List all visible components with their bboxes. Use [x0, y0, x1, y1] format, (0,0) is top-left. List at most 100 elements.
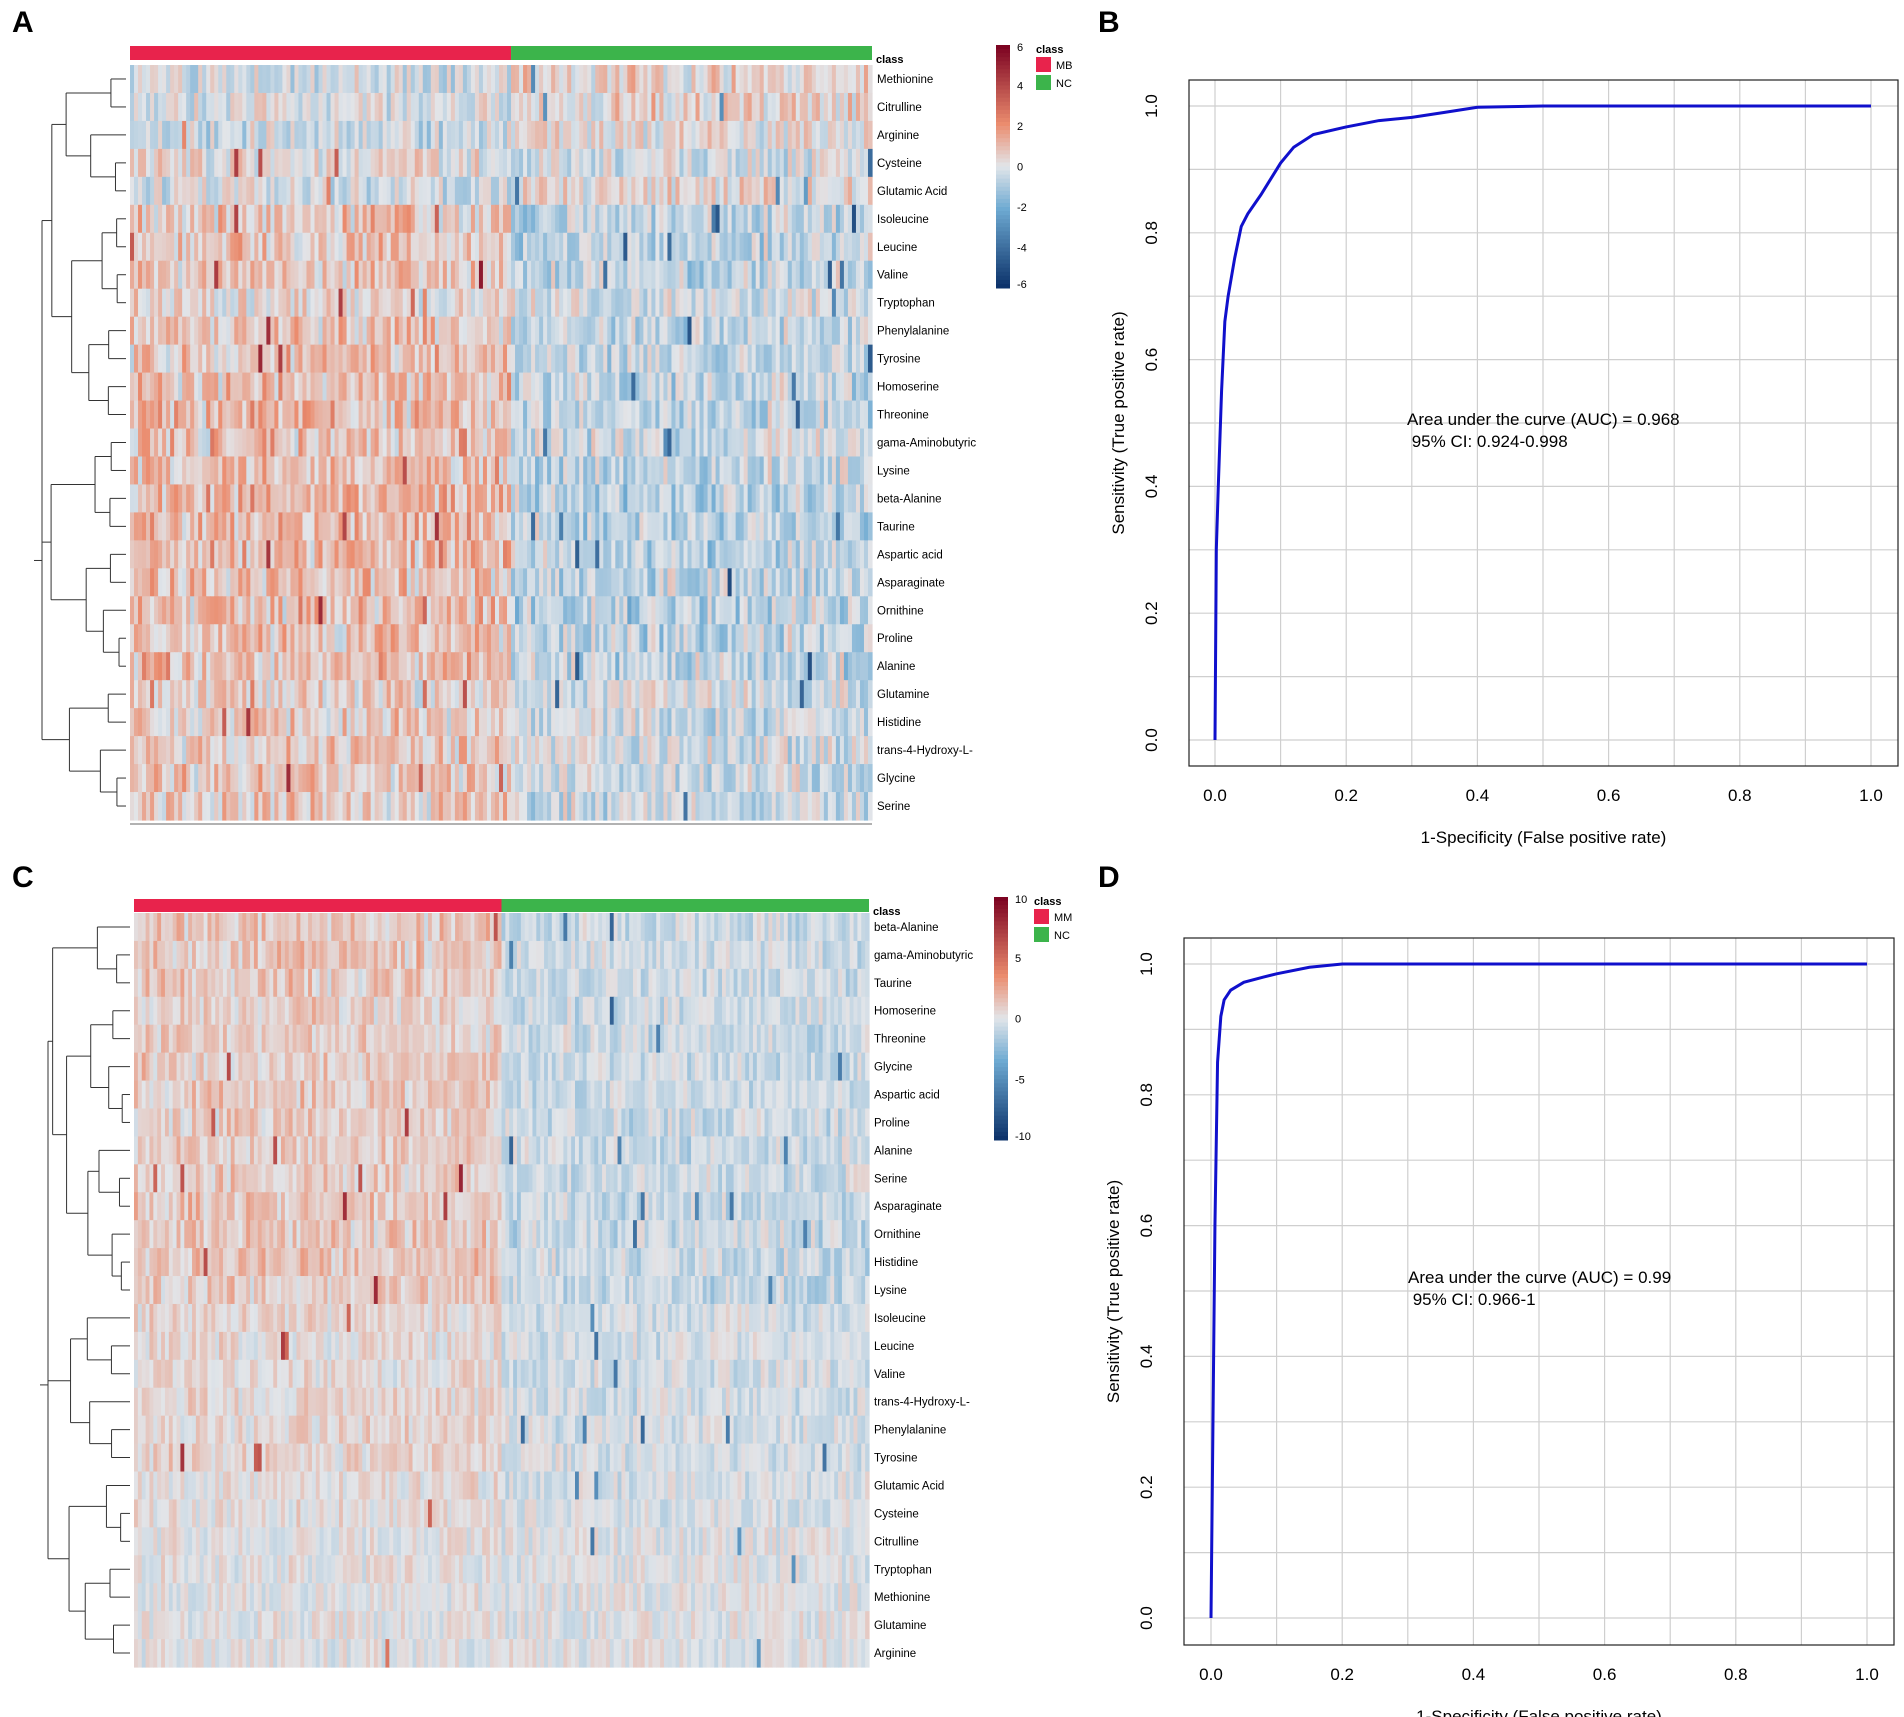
heatmap-cell: [462, 400, 468, 430]
heatmap-cell: [863, 120, 869, 150]
heatmap-cell: [863, 456, 869, 486]
heatmap-cell: [555, 204, 560, 234]
heatmap-cell: [246, 288, 251, 318]
heatmap-cell: [747, 232, 753, 262]
heatmap-cell: [218, 428, 223, 458]
heatmap-cell: [795, 288, 801, 318]
heatmap-cell: [543, 148, 548, 178]
heatmap-cell: [170, 484, 175, 513]
heatmap-cell: [442, 204, 448, 234]
heatmap-row: [130, 624, 873, 653]
heatmap-cell: [390, 736, 396, 765]
heatmap-cell: [587, 120, 592, 150]
heatmap-cell: [815, 736, 821, 765]
heatmap-cell: [194, 260, 199, 290]
heatmap-cell: [591, 288, 596, 318]
heatmap-cell: [470, 736, 476, 765]
heatmap-cell: [458, 176, 464, 206]
heatmap-cell: [190, 120, 195, 150]
heatmap-row: [130, 428, 873, 458]
heatmap-cell: [150, 736, 155, 765]
heatmap-cell: [559, 764, 564, 793]
heatmap-cell: [811, 65, 817, 94]
heatmap-cell: [210, 344, 215, 374]
heatmap-cell: [210, 288, 215, 318]
heatmap-cell: [535, 512, 540, 541]
heatmap-cell: [703, 624, 709, 653]
heatmap-cell: [286, 288, 292, 318]
heatmap-cell: [699, 484, 705, 513]
heatmap-cell: [591, 484, 596, 513]
heatmap-cell: [735, 484, 741, 513]
heatmap-cell: [787, 344, 793, 374]
heatmap-cell: [422, 540, 428, 569]
heatmap-cell: [282, 484, 288, 513]
heatmap-cell: [318, 596, 324, 625]
heatmap-cell: [378, 568, 384, 597]
heatmap-cell: [635, 372, 640, 402]
heatmap-cell: [795, 652, 801, 681]
heatmap-cell: [507, 736, 512, 765]
heatmap-cell: [170, 764, 175, 793]
heatmap-cell: [695, 428, 701, 458]
heatmap-cell: [867, 372, 873, 402]
heatmap-cell: [218, 512, 223, 541]
heatmap-cell: [775, 652, 781, 681]
heatmap-cell: [378, 736, 384, 765]
heatmap-cells: [130, 65, 873, 825]
heatmap-cell: [803, 288, 809, 318]
heatmap-cell: [715, 596, 721, 625]
heatmap-cell: [535, 540, 540, 569]
heatmap-cell: [330, 512, 336, 541]
heatmap-cell: [663, 512, 669, 541]
heatmap-cell: [222, 624, 227, 653]
heatmap-cell: [158, 736, 163, 765]
heatmap-cell: [286, 456, 292, 486]
heatmap-cell: [563, 148, 568, 178]
heatmap-cell: [406, 680, 412, 709]
heatmap-cell: [142, 652, 147, 681]
heatmap-cell: [747, 596, 753, 625]
heatmap-cell: [503, 148, 508, 178]
heatmap-cell: [494, 596, 500, 625]
heatmap-cell: [342, 148, 348, 178]
heatmap-cell: [278, 652, 284, 681]
heatmap-cell: [763, 428, 769, 458]
heatmap-cell: [563, 288, 568, 318]
heatmap-cell: [382, 204, 388, 234]
heatmap-cell: [623, 456, 628, 486]
heatmap-cell: [234, 120, 239, 150]
heatmap-cell: [470, 148, 476, 178]
heatmap-cell: [575, 540, 580, 569]
heatmap-cell: [386, 344, 392, 374]
heatmap-cell: [342, 288, 348, 318]
heatmap-cell: [426, 204, 432, 234]
heatmap-cell: [390, 708, 396, 737]
heatmap-cell: [194, 568, 199, 597]
heatmap-cell: [699, 372, 705, 402]
heatmap-cell: [643, 456, 648, 486]
heatmap-cell: [863, 428, 869, 458]
heatmap-cell: [803, 652, 809, 681]
heatmap-cell: [819, 540, 825, 569]
heatmap-cell: [843, 652, 849, 681]
heatmap-cell: [254, 540, 259, 569]
heatmap-cell: [651, 568, 657, 597]
heatmap-cell: [174, 204, 179, 234]
heatmap-cell: [555, 400, 560, 430]
heatmap-cell: [735, 65, 741, 94]
heatmap-cell: [190, 484, 195, 513]
heatmap-cell: [410, 596, 416, 625]
heatmap-cell: [394, 204, 400, 234]
heatmap-cell: [466, 512, 472, 541]
heatmap-cell: [478, 540, 484, 569]
heatmap-cell: [623, 232, 628, 262]
heatmap-cell: [791, 568, 797, 597]
heatmap-cell: [178, 400, 183, 430]
heatmap-cell: [715, 372, 721, 402]
heatmap-cell: [318, 400, 324, 430]
heatmap-cell: [743, 372, 749, 402]
heatmap-cell: [230, 288, 235, 318]
heatmap-cell: [587, 680, 592, 709]
heatmap-cell: [699, 596, 705, 625]
